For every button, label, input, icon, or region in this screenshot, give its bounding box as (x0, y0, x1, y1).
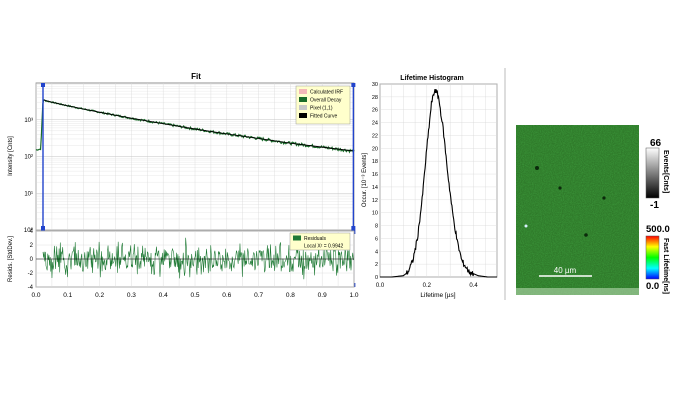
image-bright-spot (524, 224, 528, 228)
fit-y-axis-label: Intensity [Cnts] (8, 136, 14, 176)
y-tick-label: 20 (372, 146, 378, 152)
irf-marker-handle[interactable] (40, 83, 45, 87)
y-tick-label: 24 (372, 121, 378, 127)
x-tick-label: 1.0 (349, 292, 358, 299)
y-tick-label: 6 (375, 236, 378, 242)
y-tick-label: 14 (372, 185, 378, 191)
legend-label-residuals: Residuals (304, 236, 326, 242)
flim-image-figure: 40 µm 66 -1 Events[Cnts] 500.0 0.0 Fast … (516, 125, 670, 295)
histogram-title: Lifetime Histogram (400, 75, 463, 82)
x-tick-label: 0.4 (469, 283, 478, 289)
scale-bar-label: 40 µm (554, 266, 577, 275)
y-tick-label: 0 (30, 257, 34, 263)
residuals-chi-square: Local X² = 0.9942 (304, 244, 344, 250)
histogram-series (380, 88, 497, 278)
y-tick-label: 28 (372, 95, 378, 101)
legend-swatch-irf (299, 89, 307, 94)
intensity-colorbar-min: -1 (650, 200, 659, 211)
residuals-y-axis-label: Resids. [StdDev.] (8, 236, 14, 282)
image-dark-spot (602, 196, 606, 200)
flim-image-bottom-band (516, 288, 639, 295)
lifetime-histogram-panel: Lifetime Histogram 0 2 4 6 8 10 12 14 16 18 20 22 24… (356, 0, 506, 320)
irf-marker-handle[interactable] (351, 83, 356, 87)
irf-marker-handle[interactable] (40, 226, 45, 230)
y-tick-label: 2 (30, 243, 34, 249)
fit-x-ticks: 0.0 0.1 0.2 0.3 0.4 0.5 0.6 0.7 0.8 0.9 1.0 (31, 292, 358, 299)
y-tick-label: 16 (372, 172, 378, 178)
x-tick-label: 0.9 (318, 292, 327, 299)
y-tick-label: 18 (372, 159, 378, 165)
x-tick-label: 0.1 (63, 292, 72, 299)
histogram-x-axis-label: Lifetime [µs] (420, 292, 455, 299)
intensity-colorbar (645, 147, 660, 199)
fit-series-group (35, 99, 355, 155)
y-tick-label: 4 (30, 229, 34, 235)
image-dark-spot (535, 166, 539, 170)
x-tick-label: 0.0 (376, 283, 385, 289)
x-tick-label: 0.2 (95, 292, 104, 299)
y-tick-label: 12 (372, 198, 378, 204)
y-tick-label: 10 (372, 211, 378, 217)
fit-y-ticks: 10⁰ 10¹ 10² 10³ (24, 118, 34, 234)
x-tick-label: 0.2 (423, 283, 432, 289)
y-tick-label: 10⁰ (24, 227, 34, 234)
y-tick-label: 8 (375, 224, 378, 230)
y-tick-label: -2 (28, 271, 34, 277)
legend-swatch-pixel (299, 105, 307, 110)
x-tick-label: 0.8 (286, 292, 295, 299)
legend-label-irf: Calculated IRF (310, 90, 343, 96)
x-tick-label: 0.3 (127, 292, 136, 299)
y-tick-label: 26 (372, 108, 378, 114)
legend-swatch-overall-decay (299, 97, 307, 102)
x-tick-label: 0.4 (159, 292, 168, 299)
legend-swatch-fitted-curve (299, 113, 307, 118)
image-dark-spot (558, 186, 562, 190)
fit-legend: Calculated IRF Overall Decay Pixel (1,1)… (295, 85, 351, 125)
fit-chart: Fit 10⁰ 10¹ 10² 10³ Intensity [Cnts] Calcul… (8, 72, 359, 299)
lifetime-colorbar-min: 0.0 (646, 281, 659, 292)
y-tick-label: 10¹ (24, 191, 33, 197)
lifetime-colorbar-max: 500.0 (646, 224, 670, 235)
y-tick-label: -4 (28, 285, 34, 291)
histogram-x-ticks: 0.0 0.2 0.4 (376, 283, 479, 289)
flim-image-texture (516, 125, 639, 295)
flim-image-panel: 40 µm 66 -1 Events[Cnts] 500.0 0.0 Fast … (508, 60, 700, 310)
intensity-colorbar-title: Events[Cnts] (662, 150, 669, 193)
y-tick-label: 10² (24, 155, 33, 161)
lifetime-colorbar (645, 235, 660, 280)
residuals-legend-box (289, 232, 351, 251)
x-tick-label: 0.6 (222, 292, 231, 299)
y-tick-label: 0 (375, 275, 378, 281)
legend-label-overall-decay: Overall Decay (310, 98, 342, 104)
x-tick-label: 0.7 (254, 292, 263, 299)
histogram-y-axis-label: Occur. [10⁻³ Events] (362, 153, 368, 208)
y-tick-label: 30 (372, 82, 378, 88)
legend-label-fitted-curve: Fitted Curve (310, 114, 337, 120)
legend-swatch-residuals (293, 235, 301, 241)
irf-marker-handle[interactable] (351, 226, 356, 230)
x-tick-label: 0.0 (31, 292, 40, 299)
fit-chart-title: Fit (191, 72, 201, 81)
fit-chart-panel: Fit 10⁰ 10¹ 10² 10³ Intensity [Cnts] Calcul… (0, 0, 360, 320)
intensity-colorbar-max: 66 (650, 138, 662, 149)
legend-label-pixel: Pixel (1,1) (310, 106, 333, 112)
y-tick-label: 10³ (24, 118, 33, 124)
y-tick-label: 2 (375, 262, 378, 268)
residuals-legend: Residuals Local X² = 0.9942 (289, 232, 351, 251)
image-dark-spot (584, 233, 588, 237)
y-tick-label: 4 (375, 249, 378, 255)
residuals-y-ticks: 4 2 0 -2 -4 (28, 229, 34, 291)
lifetime-histogram-chart: Lifetime Histogram 024681012141618202224… (362, 68, 506, 300)
histogram-grid (379, 83, 498, 278)
lifetime-colorbar-title: Fast Lifetime[ns] (662, 238, 669, 294)
y-tick-label: 22 (372, 133, 378, 139)
fitted-curve-series (42, 99, 354, 152)
x-tick-label: 0.5 (190, 292, 199, 299)
